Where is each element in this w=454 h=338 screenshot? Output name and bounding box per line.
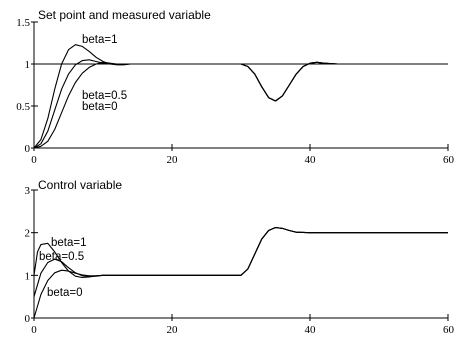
bottom-y-tick-label: 3 [25,185,31,197]
top-x-tick-label: 40 [305,154,317,166]
bottom-x-tick-label: 20 [167,324,179,336]
bottom-y-tick-label: 0 [25,313,31,325]
top-annotation-beta-1: beta=1 [82,34,118,46]
top-y-tick-label: 0.5 [16,101,30,113]
top-series-layer [33,44,448,149]
top-x-tick-label: 0 [31,154,37,166]
bottom-series-beta-0-5 [33,226,448,297]
bottom-y-tick-label: 1 [25,270,31,282]
top-chart-title: Set point and measured variable [38,8,211,22]
bottom-annotation-beta-1: beta=1 [51,237,87,249]
bottom-series-layer [33,226,448,319]
bottom-panel: Control variable 0 20 40 60 0 1 2 3 beta=1 beta… [25,178,454,336]
bottom-annotation-beta-0-5: beta=0.5 [39,251,84,263]
bottom-y-tick-label: 2 [25,228,31,240]
top-series-beta-0 [33,61,448,149]
top-annotation-beta-0: beta=0 [82,101,118,113]
bottom-x-tick-label: 40 [305,324,317,336]
bottom-series-beta-1 [33,226,448,279]
bottom-x-tick-label: 0 [31,324,37,336]
top-x-tick-label: 20 [167,154,179,166]
top-annotation-beta-0-5: beta=0.5 [82,90,127,102]
top-y-tick-label: 1 [25,59,31,71]
bottom-chart-title: Control variable [38,178,122,192]
top-ticks: 0 20 40 60 0 0.5 1 1.5 [16,17,454,166]
bottom-x-tick-label: 60 [443,324,454,336]
top-y-tick-label: 0 [25,143,31,155]
bottom-annotation-beta-0: beta=0 [47,287,83,299]
top-y-tick-label: 1.5 [16,17,30,29]
bottom-series-beta-0 [33,226,448,319]
bottom-ticks: 0 20 40 60 0 1 2 3 [25,185,454,336]
top-panel: Set point and measured variable 0 20 40 600… [16,8,454,166]
top-x-tick-label: 60 [443,154,454,166]
